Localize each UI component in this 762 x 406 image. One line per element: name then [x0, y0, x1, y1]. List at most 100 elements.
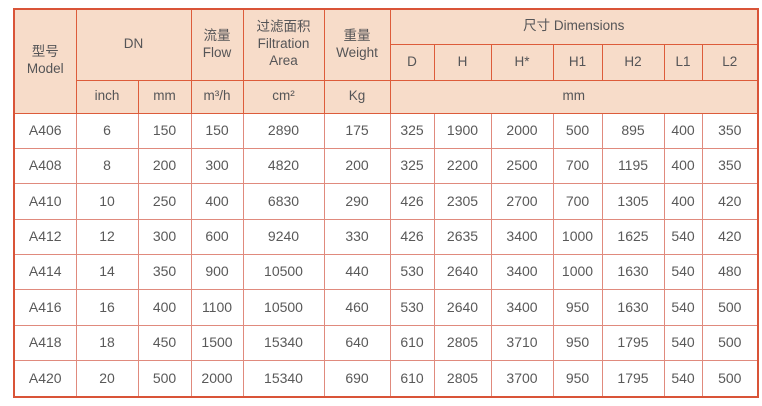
- value-cell: 14: [75, 253, 139, 291]
- value-cell: 175: [323, 112, 391, 149]
- table-row: A408 8 200 300 4820 200 325 2200 2500 700 1195 400 3…: [13, 147, 760, 185]
- value-cell: 16: [75, 289, 139, 326]
- header-dim-h: H: [433, 43, 492, 81]
- header-dimensions: 尺寸 Dimensions: [389, 8, 759, 45]
- value-cell: 1630: [601, 253, 665, 291]
- header-model-zh: 型号: [31, 44, 59, 60]
- value-cell: 400: [663, 183, 703, 220]
- unit-area: cm²: [242, 79, 325, 114]
- value-cell: 300: [137, 218, 192, 256]
- value-cell: 350: [701, 147, 760, 185]
- value-cell: 400: [137, 289, 192, 326]
- value-cell: 325: [389, 147, 435, 185]
- header-dimensions-en: Dimensions: [553, 18, 625, 34]
- model-cell: A408: [13, 147, 77, 185]
- header-row-2: D H H* H1 H2 L1 L2: [14, 43, 759, 81]
- value-cell: 400: [663, 147, 703, 185]
- header-dim-h2: H2: [601, 43, 665, 81]
- value-cell: 12: [75, 218, 139, 256]
- value-cell: 3400: [490, 218, 554, 256]
- value-cell: 3700: [490, 360, 554, 399]
- value-cell: 10: [75, 183, 139, 220]
- header-row-1: 型号 Model DN 流量 Flow 过滤面积 Filtration Area…: [13, 8, 759, 114]
- value-cell: 540: [663, 289, 703, 326]
- header-flow: 流量 Flow: [190, 8, 244, 81]
- header-dimensions-zh: 尺寸: [523, 18, 551, 34]
- value-cell: 300: [190, 147, 244, 185]
- value-cell: 700: [552, 147, 603, 185]
- value-cell: 15340: [242, 360, 325, 399]
- value-cell: 8: [75, 147, 139, 185]
- value-cell: 3400: [490, 289, 554, 326]
- header-filtration-zh: 过滤面积: [256, 19, 311, 35]
- value-cell: 10500: [242, 289, 325, 326]
- table-row: A420 20 500 2000 15340 690 610 2805 3700 950 1795 5…: [13, 360, 760, 399]
- value-cell: 2000: [190, 360, 244, 399]
- value-cell: 700: [552, 183, 603, 220]
- value-cell: 9240: [242, 218, 325, 256]
- table-header: 型号 Model DN 流量 Flow 过滤面积 Filtration Area…: [13, 8, 759, 114]
- header-dn: DN: [75, 8, 192, 81]
- value-cell: 2000: [490, 112, 554, 149]
- value-cell: 426: [389, 183, 435, 220]
- value-cell: 1500: [190, 324, 244, 362]
- header-flow-zh: 流量: [203, 27, 231, 43]
- model-cell: A418: [13, 324, 77, 362]
- value-cell: 1000: [552, 253, 603, 291]
- value-cell: 4820: [242, 147, 325, 185]
- value-cell: 20: [75, 360, 139, 399]
- value-cell: 2200: [433, 147, 492, 185]
- value-cell: 480: [701, 253, 760, 291]
- value-cell: 530: [389, 253, 435, 291]
- unit-flow: m³/h: [190, 79, 244, 114]
- spec-table: 型号 Model DN 流量 Flow 过滤面积 Filtration Area…: [13, 8, 760, 399]
- value-cell: 350: [137, 253, 192, 291]
- value-cell: 1305: [601, 183, 665, 220]
- value-cell: 1795: [601, 324, 665, 362]
- table-row: A414 14 350 900 10500 440 530 2640 3400 1000 1630 5…: [13, 253, 760, 291]
- value-cell: 500: [701, 360, 760, 399]
- value-cell: 690: [323, 360, 391, 399]
- table-row: A410 10 250 400 6830 290 426 2305 2700 700 1305 400…: [13, 183, 760, 220]
- header-model: 型号 Model: [13, 8, 77, 114]
- value-cell: 1625: [601, 218, 665, 256]
- value-cell: 950: [552, 324, 603, 362]
- value-cell: 500: [701, 289, 760, 326]
- value-cell: 330: [323, 218, 391, 256]
- value-cell: 500: [701, 324, 760, 362]
- header-dim-hstar: H*: [490, 43, 554, 81]
- value-cell: 290: [323, 183, 391, 220]
- value-cell: 540: [663, 360, 703, 399]
- value-cell: 950: [552, 360, 603, 399]
- value-cell: 610: [389, 324, 435, 362]
- unit-dims: mm: [389, 79, 759, 114]
- value-cell: 2305: [433, 183, 492, 220]
- value-cell: 460: [323, 289, 391, 326]
- unit-weight: Kg: [323, 79, 391, 114]
- value-cell: 450: [137, 324, 192, 362]
- value-cell: 950: [552, 289, 603, 326]
- value-cell: 540: [663, 218, 703, 256]
- value-cell: 150: [190, 112, 244, 149]
- value-cell: 1900: [433, 112, 492, 149]
- table-row: A406 6 150 150 2890 175 325 1900 2000 500 895 400 35…: [13, 112, 760, 149]
- value-cell: 3710: [490, 324, 554, 362]
- value-cell: 500: [137, 360, 192, 399]
- value-cell: 500: [552, 112, 603, 149]
- value-cell: 426: [389, 218, 435, 256]
- unit-mm: mm: [137, 79, 192, 114]
- value-cell: 1630: [601, 289, 665, 326]
- header-filtration-en: Filtration Area: [257, 36, 310, 69]
- value-cell: 600: [190, 218, 244, 256]
- value-cell: 2640: [433, 289, 492, 326]
- table-row: A412 12 300 600 9240 330 426 2635 3400 1000 1625 54…: [13, 218, 760, 256]
- value-cell: 400: [190, 183, 244, 220]
- value-cell: 540: [663, 324, 703, 362]
- value-cell: 530: [389, 289, 435, 326]
- value-cell: 1795: [601, 360, 665, 399]
- header-dim-d: D: [389, 43, 435, 81]
- header-dim-h1: H1: [552, 43, 603, 81]
- value-cell: 610: [389, 360, 435, 399]
- model-cell: A406: [13, 112, 77, 149]
